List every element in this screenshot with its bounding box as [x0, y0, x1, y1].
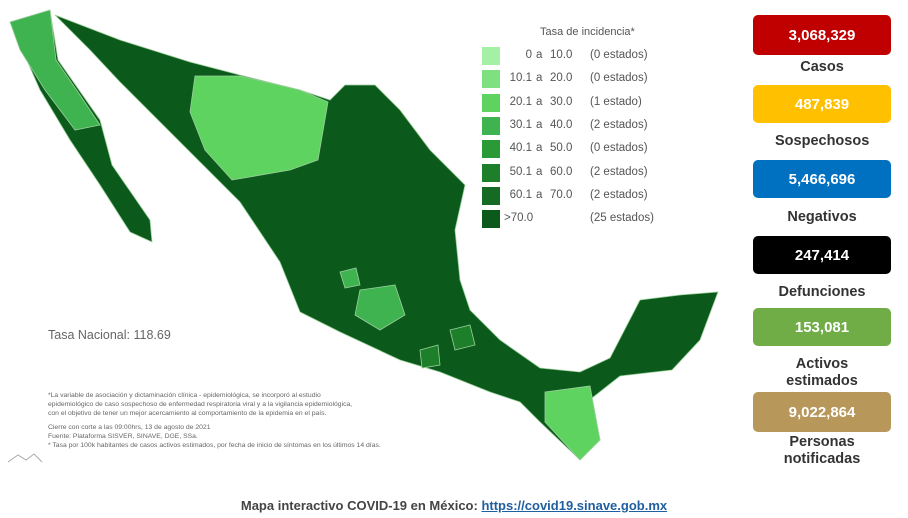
legend-count: (25 estados)	[590, 212, 654, 225]
note-line: con el objetivo de tener un mejor acerca…	[48, 410, 327, 417]
legend-high: 10.0	[550, 49, 573, 61]
legend-swatch	[482, 186, 500, 205]
legend-count: (2 estados)	[590, 118, 648, 131]
state-small	[339, 267, 361, 289]
legend-high: 30.0	[550, 95, 573, 108]
legend-swatch	[482, 93, 500, 112]
legend-swatch	[482, 70, 500, 89]
state-center	[449, 324, 476, 351]
legend-low: 20.1	[509, 95, 532, 108]
legend-count: (2 estados)	[590, 188, 648, 201]
chiapas	[544, 385, 601, 461]
legend-swatch	[482, 47, 500, 65]
legend-swatch	[482, 140, 500, 159]
footer-link[interactable]: https://covid19.sinave.gob.mx	[481, 498, 668, 513]
legend-low: 0	[525, 49, 532, 61]
note-line: *La variable de asociación y dictaminaci…	[48, 392, 321, 399]
legend-high: 40.0	[550, 118, 573, 131]
note-line: * Tasa por 100k habitantes de casos acti…	[48, 442, 381, 449]
legend-low: 10.1	[509, 72, 532, 85]
legend-swatch	[482, 116, 500, 135]
stat-label: Activos estimados	[786, 356, 858, 389]
legend-title: Tasa de incidencia*	[540, 26, 635, 38]
stat-value: 247,414	[753, 236, 891, 274]
legend-count: (0 estados)	[590, 49, 648, 61]
legend-count: (0 estados)	[590, 72, 648, 85]
legend-high: 20.0	[550, 72, 573, 85]
map	[7, 9, 719, 463]
legend-low: 30.1	[509, 118, 532, 131]
logo	[7, 453, 43, 463]
stat-value: 9,022,864	[753, 392, 891, 432]
legend-count: (1 estado)	[590, 95, 642, 108]
stat-label: Defunciones	[778, 284, 866, 300]
legend-sep: a	[536, 118, 543, 131]
legend-low: 60.1	[509, 188, 532, 201]
legend-low: 50.1	[509, 165, 532, 178]
footer-text: Mapa interactivo COVID-19 en México:	[240, 498, 478, 513]
legend-sep: a	[536, 49, 543, 61]
stat-value: 3,068,329	[753, 15, 891, 55]
state-center-2	[419, 344, 441, 369]
legend-swatch	[482, 210, 500, 229]
legend-sep: a	[536, 142, 543, 155]
legend-high: 60.0	[550, 165, 573, 178]
legend-count: (2 estados)	[590, 165, 648, 178]
stat-label: Sospechosos	[775, 133, 870, 149]
legend-count: (0 estados)	[590, 142, 648, 155]
legend-sep: a	[536, 95, 543, 108]
baja-california	[9, 9, 101, 131]
legend-sep: a	[536, 72, 543, 85]
legend-swatch	[482, 163, 500, 182]
note-line: Cierre con corte a las 09:00hrs, 13 de a…	[48, 424, 211, 431]
national-rate: Tasa Nacional: 118.69	[48, 328, 171, 342]
stat-value: 153,081	[753, 308, 891, 346]
state-mid	[354, 284, 406, 331]
legend-sep: a	[536, 165, 543, 178]
legend-low: 40.1	[509, 142, 532, 155]
legend-low: >70.0	[504, 212, 534, 225]
legend-high: 70.0	[550, 188, 573, 201]
note-line: Fuente: Plataforma SISVER, SINAVE, DGE, …	[48, 433, 198, 440]
stat-label: Personas notificadas	[783, 434, 861, 467]
note-line: epidemiológico de caso sospechoso de enf…	[48, 401, 353, 408]
chihuahua	[189, 75, 329, 181]
stat-value: 5,466,696	[753, 160, 891, 198]
legend-high: 50.0	[550, 142, 573, 155]
stat-value: 487,839	[753, 85, 891, 123]
stat-label: Casos	[800, 59, 844, 75]
footer: Mapa interactivo COVID-19 en México: htt…	[0, 498, 908, 513]
stat-label: Negativos	[787, 209, 857, 225]
legend-sep: a	[536, 188, 543, 201]
